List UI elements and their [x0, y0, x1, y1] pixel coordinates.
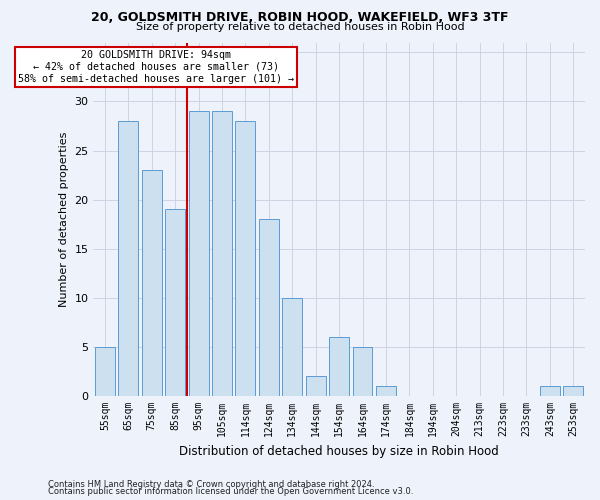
Bar: [142, 170, 162, 396]
Text: Size of property relative to detached houses in Robin Hood: Size of property relative to detached ho…: [136, 22, 464, 32]
Text: 20, GOLDSMITH DRIVE, ROBIN HOOD, WAKEFIELD, WF3 3TF: 20, GOLDSMITH DRIVE, ROBIN HOOD, WAKEFIE…: [91, 11, 509, 24]
Bar: [283, 298, 302, 396]
Bar: [563, 386, 583, 396]
Bar: [376, 386, 396, 396]
Text: Contains public sector information licensed under the Open Government Licence v3: Contains public sector information licen…: [48, 488, 413, 496]
Bar: [118, 121, 138, 396]
Bar: [235, 121, 256, 396]
Bar: [212, 111, 232, 396]
X-axis label: Distribution of detached houses by size in Robin Hood: Distribution of detached houses by size …: [179, 444, 499, 458]
Bar: [329, 337, 349, 396]
Bar: [188, 111, 209, 396]
Bar: [95, 347, 115, 396]
Bar: [540, 386, 560, 396]
Bar: [259, 220, 279, 396]
Y-axis label: Number of detached properties: Number of detached properties: [59, 132, 68, 307]
Bar: [353, 347, 373, 396]
Bar: [165, 210, 185, 396]
Text: 20 GOLDSMITH DRIVE: 94sqm
← 42% of detached houses are smaller (73)
58% of semi-: 20 GOLDSMITH DRIVE: 94sqm ← 42% of detac…: [19, 50, 295, 84]
Text: Contains HM Land Registry data © Crown copyright and database right 2024.: Contains HM Land Registry data © Crown c…: [48, 480, 374, 489]
Bar: [306, 376, 326, 396]
